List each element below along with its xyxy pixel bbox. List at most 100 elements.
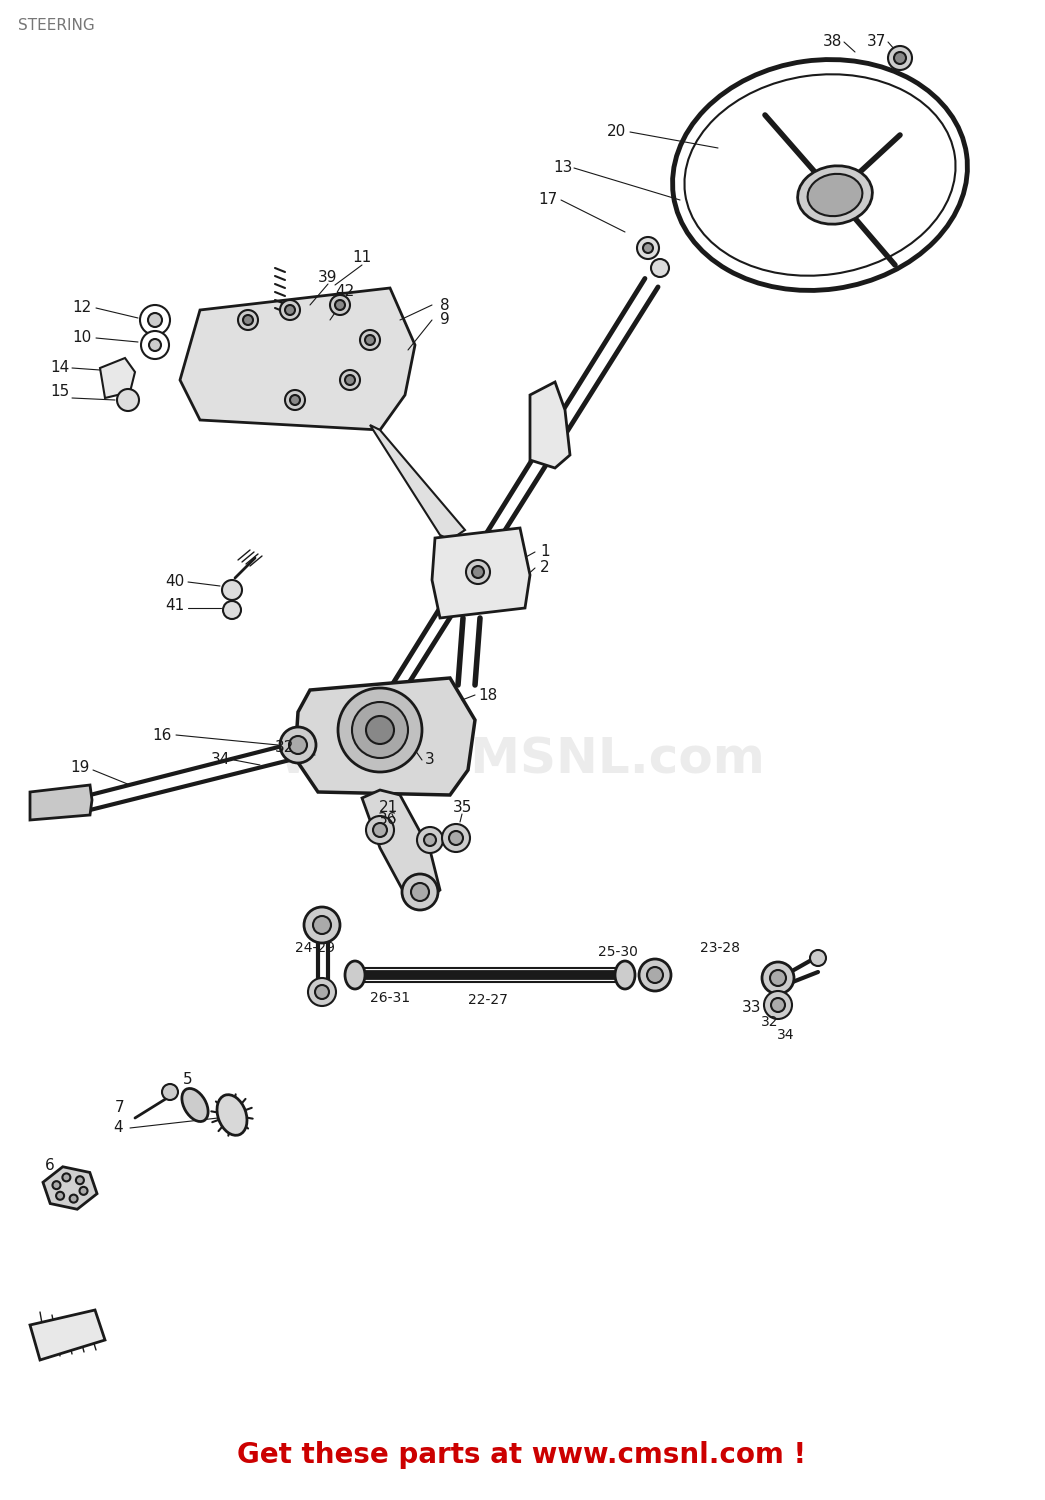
Circle shape: [651, 260, 669, 278]
Bar: [0, 1400, 1045, 1500]
Circle shape: [771, 998, 785, 1012]
Circle shape: [314, 916, 331, 934]
Circle shape: [638, 958, 671, 992]
Text: 25-30: 25-30: [598, 945, 637, 958]
Text: 17: 17: [538, 192, 558, 207]
Circle shape: [338, 688, 422, 772]
Text: 38: 38: [822, 34, 841, 50]
Text: 7: 7: [115, 1101, 124, 1116]
Circle shape: [637, 237, 659, 260]
Circle shape: [117, 388, 139, 411]
Text: 4: 4: [113, 1120, 123, 1136]
Text: 24-29: 24-29: [295, 940, 335, 956]
Circle shape: [402, 874, 438, 910]
Circle shape: [140, 304, 170, 334]
Circle shape: [243, 315, 253, 326]
Ellipse shape: [217, 1095, 247, 1136]
Text: STEERING: STEERING: [18, 18, 95, 33]
Text: 36: 36: [378, 813, 398, 828]
Circle shape: [424, 834, 436, 846]
Circle shape: [308, 978, 336, 1006]
Polygon shape: [295, 678, 475, 795]
Text: 26-31: 26-31: [370, 992, 410, 1005]
Circle shape: [647, 968, 663, 982]
Text: 12: 12: [72, 300, 92, 315]
Text: 3: 3: [425, 753, 435, 768]
Text: 42: 42: [335, 285, 354, 300]
Polygon shape: [370, 424, 465, 540]
Text: 34: 34: [777, 1028, 795, 1042]
Text: www.CMSNL.com: www.CMSNL.com: [279, 736, 765, 784]
Text: 40: 40: [165, 574, 185, 590]
Text: 1: 1: [540, 544, 550, 560]
Circle shape: [141, 332, 169, 358]
Circle shape: [149, 339, 161, 351]
Text: 32: 32: [275, 741, 295, 756]
Circle shape: [148, 314, 162, 327]
Circle shape: [291, 394, 300, 405]
Circle shape: [345, 375, 355, 386]
Polygon shape: [432, 528, 530, 618]
Text: 9: 9: [440, 312, 450, 327]
Ellipse shape: [345, 962, 365, 988]
Circle shape: [764, 992, 792, 1018]
Text: 22-27: 22-27: [468, 993, 508, 1006]
Circle shape: [289, 736, 307, 754]
Text: 8: 8: [440, 297, 449, 312]
Circle shape: [280, 300, 300, 320]
Text: 16: 16: [153, 728, 171, 742]
Text: 35: 35: [452, 801, 471, 816]
Circle shape: [162, 1084, 178, 1100]
Text: 5: 5: [183, 1072, 193, 1088]
Circle shape: [52, 1180, 61, 1190]
Circle shape: [56, 1192, 64, 1200]
Text: 2: 2: [540, 561, 550, 576]
Circle shape: [285, 304, 295, 315]
Text: 39: 39: [319, 270, 338, 285]
Polygon shape: [43, 1167, 97, 1209]
Circle shape: [365, 334, 375, 345]
Polygon shape: [30, 1310, 105, 1360]
Circle shape: [238, 310, 258, 330]
Circle shape: [63, 1173, 70, 1182]
Circle shape: [359, 330, 380, 350]
Text: 20: 20: [607, 124, 627, 140]
Circle shape: [330, 296, 350, 315]
Ellipse shape: [797, 166, 873, 224]
Text: 15: 15: [50, 384, 70, 399]
Text: 33: 33: [742, 1000, 762, 1016]
Text: 14: 14: [50, 360, 70, 375]
Ellipse shape: [808, 174, 862, 216]
Circle shape: [762, 962, 794, 994]
Circle shape: [643, 243, 653, 254]
Circle shape: [285, 390, 305, 410]
Circle shape: [280, 728, 316, 764]
Circle shape: [76, 1176, 84, 1184]
Circle shape: [222, 580, 242, 600]
Circle shape: [411, 884, 429, 902]
Text: 37: 37: [866, 34, 886, 50]
Circle shape: [315, 986, 329, 999]
Circle shape: [352, 702, 408, 758]
Text: 18: 18: [479, 687, 497, 702]
Text: 19: 19: [70, 760, 90, 776]
Ellipse shape: [616, 962, 635, 988]
Circle shape: [770, 970, 786, 986]
Text: 11: 11: [352, 251, 372, 266]
Polygon shape: [100, 358, 135, 398]
Circle shape: [366, 816, 394, 844]
Circle shape: [366, 716, 394, 744]
Circle shape: [466, 560, 490, 584]
Polygon shape: [30, 784, 92, 820]
Circle shape: [442, 824, 470, 852]
Text: 10: 10: [72, 330, 92, 345]
Text: 6: 6: [45, 1158, 55, 1173]
Circle shape: [895, 53, 906, 64]
Circle shape: [810, 950, 826, 966]
Text: 21: 21: [378, 801, 398, 816]
Text: 32: 32: [761, 1016, 779, 1029]
Text: 41: 41: [165, 597, 185, 612]
Circle shape: [304, 908, 340, 944]
Polygon shape: [530, 382, 570, 468]
Circle shape: [417, 827, 443, 854]
